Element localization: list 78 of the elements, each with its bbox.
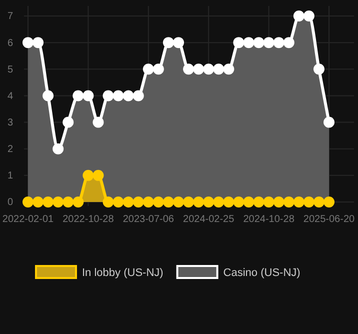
point <box>313 196 324 208</box>
y-tick-label: 5 <box>7 64 14 76</box>
point <box>152 196 164 208</box>
point <box>223 196 234 208</box>
point <box>82 90 94 102</box>
point <box>102 90 114 102</box>
point <box>42 196 54 208</box>
point <box>243 196 254 208</box>
point <box>263 37 274 48</box>
point <box>32 37 44 48</box>
x-tick-label: 2023-07-06 <box>122 214 174 226</box>
point <box>62 196 74 208</box>
point <box>92 116 104 128</box>
point <box>62 116 74 128</box>
point <box>283 196 294 208</box>
x-tick-label: 2024-10-28 <box>243 214 295 226</box>
point <box>203 196 214 208</box>
point <box>142 196 154 208</box>
point <box>22 37 34 48</box>
y-tick-label: 0 <box>7 197 14 208</box>
point <box>173 37 184 48</box>
point <box>183 196 194 208</box>
point <box>193 64 204 75</box>
point <box>72 196 84 208</box>
point <box>102 196 114 208</box>
point <box>324 196 334 208</box>
point <box>273 37 284 48</box>
point <box>42 90 54 102</box>
x-tick-label: 2024-02-25 <box>183 214 235 226</box>
x-tick-label: 2025-06-20 <box>303 214 356 226</box>
point <box>173 196 184 208</box>
point <box>122 90 134 102</box>
point <box>263 196 274 208</box>
point <box>283 37 294 48</box>
point <box>92 170 104 181</box>
point <box>243 37 254 48</box>
point <box>273 196 284 208</box>
point <box>324 116 334 128</box>
point <box>183 64 194 75</box>
point <box>303 196 314 208</box>
point <box>233 37 244 48</box>
point <box>82 170 94 181</box>
y-tick-label: 6 <box>7 38 14 49</box>
point <box>253 196 264 208</box>
point <box>112 90 124 102</box>
point <box>213 64 224 75</box>
point <box>293 196 304 208</box>
x-tick-label: 2022-10-28 <box>62 214 114 226</box>
y-tick-label: 4 <box>7 90 14 102</box>
point <box>142 64 154 75</box>
point <box>122 196 134 208</box>
point <box>203 64 214 75</box>
point <box>22 196 34 208</box>
y-tick-label: 1 <box>7 170 14 182</box>
legend-label: Casino (US-NJ) <box>223 267 300 279</box>
point <box>52 196 64 208</box>
point <box>193 196 204 208</box>
point <box>152 64 164 75</box>
point <box>132 196 144 208</box>
point <box>72 90 84 102</box>
point <box>253 37 264 48</box>
point <box>32 196 44 208</box>
point <box>233 196 244 208</box>
point <box>162 37 174 48</box>
x-tick-label: 2022-02-01 <box>2 214 54 226</box>
y-tick-label: 2 <box>7 144 14 156</box>
y-tick-label: 7 <box>7 11 14 22</box>
point <box>132 90 144 102</box>
point <box>52 143 64 154</box>
legend-label: In lobby (US-NJ) <box>82 267 164 279</box>
point <box>223 64 234 75</box>
y-tick-label: 3 <box>7 117 14 128</box>
point <box>293 10 304 22</box>
point <box>313 64 324 75</box>
point <box>162 196 174 208</box>
point <box>112 196 124 208</box>
point <box>213 196 224 208</box>
point <box>303 10 314 22</box>
